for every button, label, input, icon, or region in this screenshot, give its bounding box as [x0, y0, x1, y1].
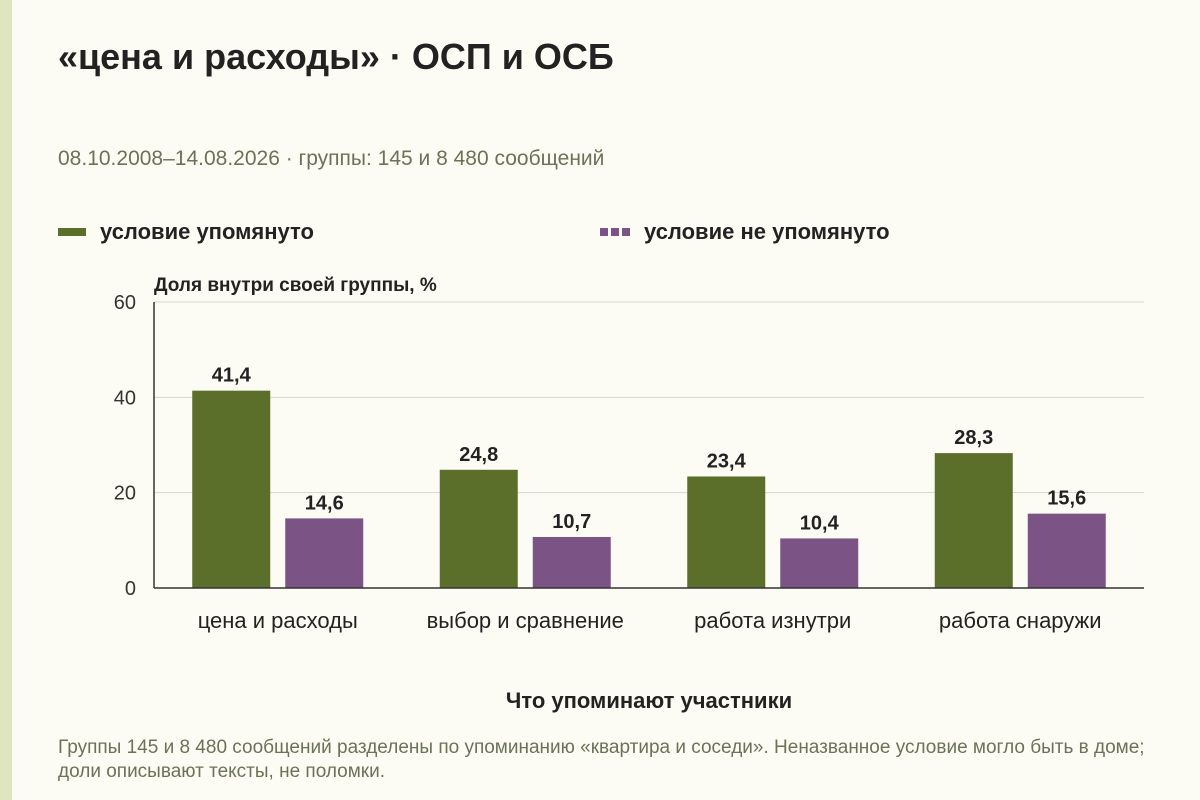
bar-value-label: 28,3 — [954, 427, 993, 449]
bar-value-label: 14,6 — [305, 492, 344, 514]
x-tick-label: работа снаружи — [939, 608, 1102, 633]
legend-label-not-mentioned: условие не упомянуто — [644, 219, 890, 244]
bar-not-mentioned — [532, 536, 611, 588]
bar-mentioned — [687, 476, 766, 588]
bar-value-labels: 41,4 14,6 24,8 10,7 23,4 10,4 28,3 15,6 — [212, 365, 1086, 535]
bar-value-label: 24,8 — [459, 444, 498, 466]
x-tick-label: цена и расходы — [198, 608, 358, 633]
bar-value-label: 10,4 — [800, 512, 840, 534]
bar-not-mentioned — [1027, 513, 1106, 588]
x-axis-label: Что упоминают участники — [506, 688, 792, 713]
bar-mentioned — [192, 390, 271, 588]
footnote: Группы 145 и 8 480 сообщений разделены п… — [58, 737, 1145, 782]
y-axis-label: Доля внутри своей группы, % — [154, 275, 437, 296]
bar-mentioned — [934, 453, 1013, 588]
x-tick-label: работа изнутри — [694, 608, 851, 633]
legend-item-not-mentioned: условие не упомянуто — [600, 219, 890, 245]
legend-item-mentioned: условие упомянуто — [58, 219, 314, 245]
bar-not-mentioned — [780, 538, 859, 588]
x-tick-label: выбор и сравнение — [427, 608, 624, 633]
bar-value-label: 41,4 — [212, 365, 252, 387]
bar-value-label: 23,4 — [707, 450, 747, 472]
bar-value-label: 10,7 — [552, 511, 591, 533]
bar-not-mentioned — [285, 518, 364, 588]
bar-value-label: 15,6 — [1047, 488, 1086, 510]
y-tick-labels: 0 20 40 60 — [114, 292, 136, 600]
chart-title: «цена и расходы» · ОСП и ОСБ — [58, 36, 614, 77]
y-tick-label: 20 — [114, 483, 136, 505]
left-accent-stripe — [0, 0, 12, 800]
y-tick-label: 40 — [114, 387, 136, 409]
legend-swatch-not-mentioned — [600, 228, 630, 236]
x-tick-labels: цена и расходы выбор и сравнение работа из… — [198, 608, 1102, 633]
bars — [192, 390, 1106, 588]
y-tick-label: 60 — [114, 292, 136, 314]
chart-subtitle: 08.10.2008–14.08.2026 · группы: 145 и 8 … — [58, 147, 605, 170]
legend-swatch-mentioned — [58, 228, 86, 236]
legend-label-mentioned: условие упомянуто — [100, 219, 314, 244]
bar-mentioned — [439, 469, 518, 588]
y-tick-label: 0 — [125, 578, 136, 600]
